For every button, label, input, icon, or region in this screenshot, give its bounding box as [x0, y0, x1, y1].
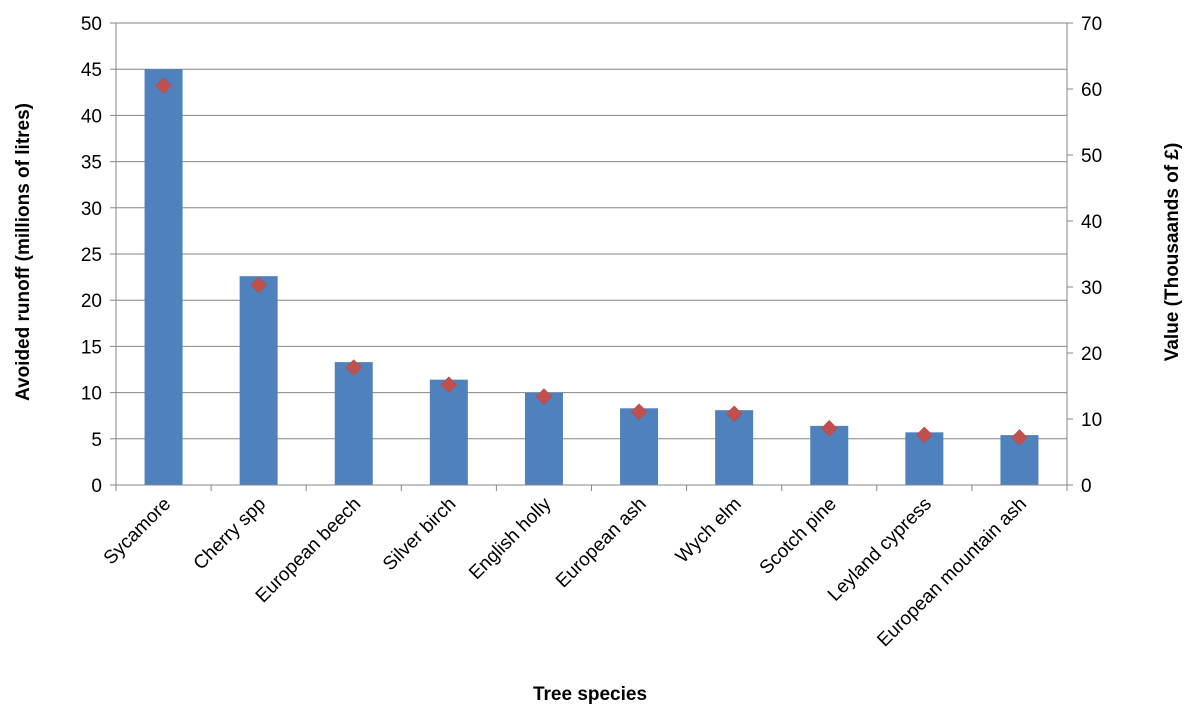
bar	[715, 410, 754, 485]
bar	[239, 276, 278, 485]
marker-point	[440, 376, 458, 394]
bar	[429, 379, 468, 485]
x-tick-label: Silver birch	[379, 494, 460, 575]
bar	[620, 408, 659, 485]
marker-point	[725, 405, 743, 423]
x-tick-label: Wych elm	[672, 494, 746, 568]
y2-tick-label: 40	[1081, 212, 1102, 233]
y-tick-label: 30	[81, 199, 102, 220]
y-tick-label: 10	[81, 384, 102, 405]
marker-series	[155, 77, 1028, 446]
marker-point	[820, 419, 838, 437]
bar	[524, 392, 563, 485]
y2-tick-label: 10	[1081, 410, 1102, 431]
y-tick-label: 5	[91, 430, 102, 451]
y2-tick-label: 70	[1081, 14, 1102, 35]
y2-tick-label: 20	[1081, 344, 1102, 365]
x-axis-title: Tree species	[533, 684, 647, 705]
x-tick-label: Sycamore	[100, 494, 175, 569]
y-tick-label: 20	[81, 291, 102, 312]
y2-tick-label: 0	[1081, 476, 1092, 497]
y-axis-title: Avoided runoff (millions of litres)	[13, 103, 34, 401]
x-tick-label: European beech	[252, 494, 365, 607]
bar	[334, 362, 373, 485]
x-tick-label: European ash	[552, 494, 651, 593]
marker-point	[630, 403, 648, 421]
x-tick-label: English holly	[465, 493, 556, 584]
bar-series	[144, 69, 1039, 485]
marker-point	[155, 77, 172, 95]
marker-point	[1011, 429, 1028, 446]
marker-point	[345, 359, 363, 376]
y-tick-label: 45	[81, 60, 102, 81]
marker-point	[250, 276, 268, 294]
y-tick-label: 0	[91, 476, 102, 497]
marker-point	[535, 388, 553, 405]
axes	[110, 22, 1073, 491]
y2-tick-label: 30	[1081, 278, 1102, 299]
y-tick-label: 15	[81, 337, 102, 358]
y2-axis-title: Value (Thousaands of £)	[1162, 143, 1183, 362]
x-tick-label: Leyland cypress	[824, 494, 936, 606]
y2-tick-label: 50	[1081, 146, 1102, 167]
x-tick-label: Cherry spp	[190, 494, 271, 575]
y-tick-label: 40	[81, 106, 102, 127]
x-tick-label: Scotch pine	[756, 494, 841, 579]
y-tick-label: 50	[81, 14, 102, 35]
marker-point	[915, 426, 933, 444]
y2-tick-label: 60	[1081, 80, 1102, 101]
bar	[144, 69, 183, 485]
y-tick-label: 25	[81, 245, 102, 266]
y-tick-label: 35	[81, 153, 102, 174]
tick-labels: 0 5 10 15 20 25 30 35 40 45 50 0 10 20 30 40 50 60 70 Sycam…	[81, 14, 1102, 651]
